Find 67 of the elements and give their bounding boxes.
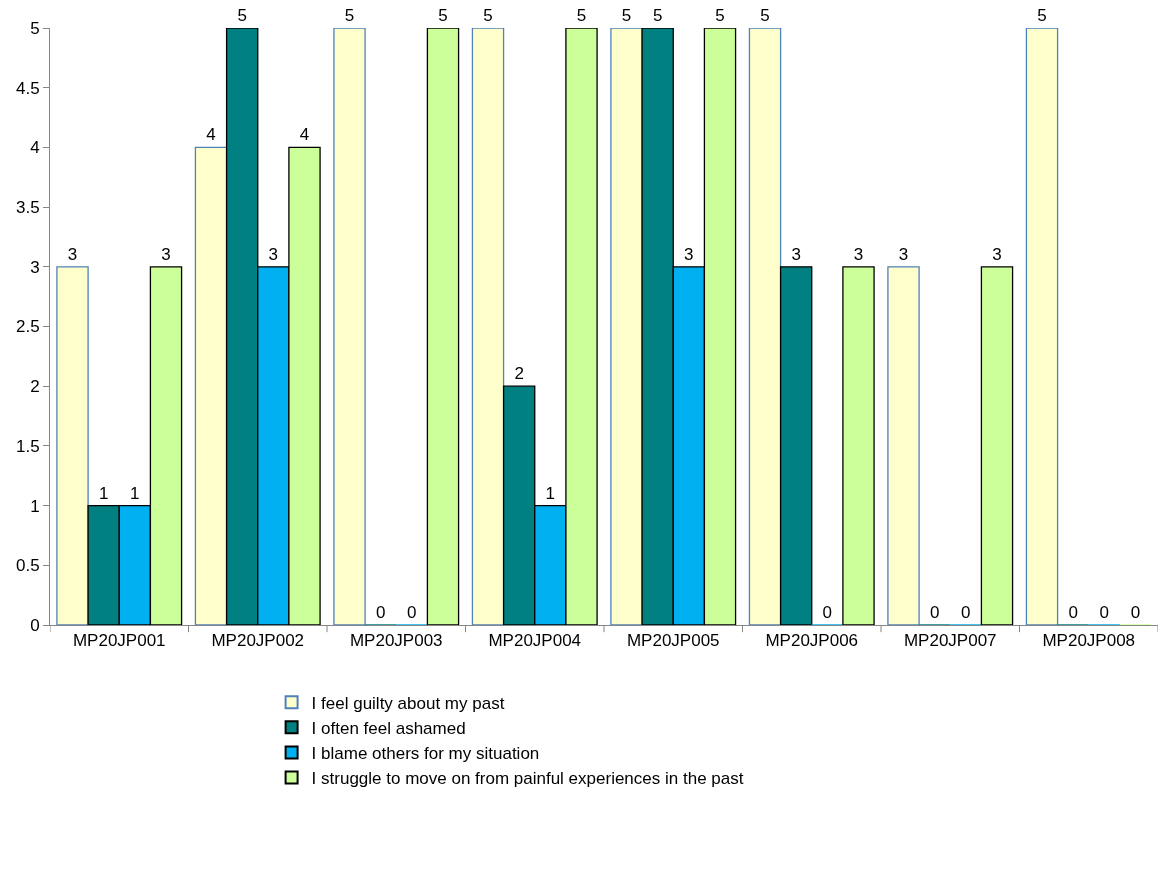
bar <box>426 28 460 625</box>
y-tick-label: 4 <box>30 138 40 158</box>
y-tick-label: 0.5 <box>15 556 40 576</box>
data-label: 5 <box>483 6 493 25</box>
bar <box>980 266 1014 625</box>
data-label: 3 <box>67 244 78 264</box>
data-label: 5 <box>237 6 247 25</box>
legend-label: I struggle to move on from painful experiences in the past <box>311 769 744 789</box>
y-tick-label: 2.5 <box>15 317 40 337</box>
legend-label: I often feel ashamed <box>311 718 466 738</box>
bar <box>56 266 89 625</box>
data-label: 0 <box>1068 603 1078 622</box>
x-tick-label: MP20JP001 <box>72 631 166 651</box>
y-tick-label: 4.5 <box>15 78 40 98</box>
data-label: 3 <box>853 244 864 264</box>
data-label: 5 <box>715 6 725 25</box>
data-label: 0 <box>1099 603 1110 622</box>
data-label: 4 <box>299 125 310 145</box>
data-label: 5 <box>621 6 632 25</box>
x-tick-label: MP20JP002 <box>211 631 305 651</box>
y-tick-label: 5 <box>30 18 40 38</box>
y-tick-label: 0 <box>30 615 40 635</box>
data-label: 0 <box>929 603 940 622</box>
data-label: 1 <box>545 483 556 503</box>
data-label: 0 <box>407 603 417 622</box>
bar <box>842 266 875 625</box>
data-label: 0 <box>961 603 971 622</box>
y-tick-label: 1 <box>30 496 40 516</box>
data-label: 5 <box>652 6 663 25</box>
legend-label: I blame others for my situation <box>311 744 540 764</box>
bar <box>1025 28 1059 625</box>
data-label: 0 <box>1130 603 1141 622</box>
bar <box>887 266 920 625</box>
bar <box>194 146 228 625</box>
data-label: 5 <box>344 6 355 25</box>
x-tick-label: MP20JP007 <box>903 631 997 651</box>
x-tick-label: MP20JP006 <box>765 631 859 651</box>
data-label: 3 <box>791 244 801 264</box>
x-tick-label: MP20JP008 <box>1042 631 1136 651</box>
data-label: 5 <box>1037 6 1047 25</box>
data-label: 3 <box>992 244 1002 264</box>
y-tick-label: 3.5 <box>15 198 40 218</box>
bar <box>471 28 505 625</box>
bar <box>610 28 643 625</box>
data-label: 1 <box>130 483 140 503</box>
bar <box>333 28 366 625</box>
data-label: 5 <box>438 6 448 25</box>
data-label: 4 <box>206 125 216 145</box>
bar <box>748 28 782 625</box>
legend-label: I feel guilty about my past <box>311 693 505 713</box>
data-label: 1 <box>98 483 109 503</box>
data-label: 0 <box>375 603 386 622</box>
bar <box>779 266 813 625</box>
data-label: 3 <box>684 244 694 264</box>
data-label: 3 <box>898 244 909 264</box>
data-label: 3 <box>161 244 171 264</box>
x-tick-label: MP20JP003 <box>349 631 443 651</box>
y-tick-label: 2 <box>30 377 40 397</box>
y-tick-label: 3 <box>30 257 40 277</box>
x-tick-label: MP20JP005 <box>626 631 720 651</box>
y-tick-label: 1.5 <box>15 436 40 456</box>
data-label: 5 <box>576 6 587 25</box>
x-tick-label: MP20JP004 <box>488 631 582 651</box>
data-label: 3 <box>268 244 279 264</box>
data-label: 0 <box>822 603 833 622</box>
data-label: 5 <box>760 6 770 25</box>
data-label: 2 <box>514 364 524 384</box>
